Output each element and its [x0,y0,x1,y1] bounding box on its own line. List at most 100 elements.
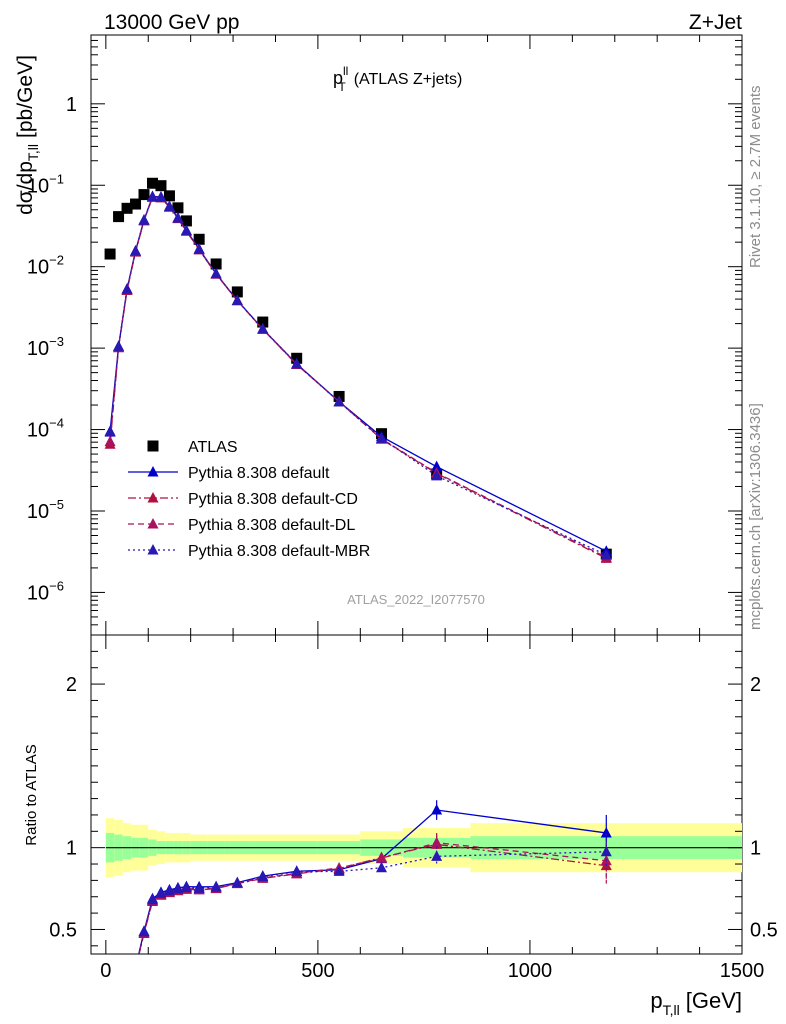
ratio-data-point [122,989,133,1000]
ratio-frame [90,634,743,955]
x-tick-label: 1000 [508,960,553,982]
legend: ATLAS Pythia 8.308 default Pythia 8.308 de… [128,439,370,560]
ratio-data-point [431,804,443,815]
data-point [257,322,269,334]
legend-item: ATLAS [147,439,238,456]
ratio-data-point [113,1001,124,1012]
legend-label: ATLAS [188,439,238,456]
ratio-ylabel: Ratio to ATLAS [23,744,40,845]
data-point [104,426,116,437]
data-point [146,177,158,189]
main-title: pll T (ATLAS Z+jets) [333,64,462,94]
legend-item: Pythia 8.308 default-MBR [128,543,370,560]
ratio-data-point [600,826,612,838]
data-point [163,200,175,212]
ratio-series-pythia-8-308-default-mbr [105,833,612,1015]
ratio-data-point [193,882,205,893]
series-line [109,196,607,559]
y-tick-label-exponent: −4 [49,416,64,431]
ratio-plot-area [105,800,612,1015]
data-point [104,435,116,447]
mcplots-label: mcplots.cern.ch [arXiv:1306.3436] [747,403,764,630]
data-point [113,211,125,223]
y-tick-label-exponent: −3 [49,334,64,349]
data-point [146,190,158,202]
ratio-data-point [376,861,388,873]
legend-label: Pythia 8.308 default-DL [188,517,355,534]
ratio-data-point [431,836,443,848]
ratio-data-point [122,989,133,1000]
ratio-data-point [431,850,443,861]
data-point [113,340,125,351]
ratio-series-line [138,851,607,954]
data-point [155,180,167,192]
ratio-data-point [163,884,175,896]
y-tick-label-base: 10 [27,175,49,197]
y-tick-label: 10−2 [27,253,64,279]
header-left: 13000 GeV pp [104,11,239,34]
x-tick-label: 1500 [720,960,765,982]
y-tick-label-base: 10 [27,582,49,604]
data-point [180,224,192,236]
ratio-data-point [291,865,303,877]
data-point [180,215,192,227]
ratio-data-point [105,1004,116,1015]
data-point [210,258,222,270]
y-tick-label-base: 1 [66,94,77,116]
ratio-y-tick-label-right: 2 [750,674,761,696]
x-axis-label: pT,ll [GeV] [650,988,742,1018]
ratio-data-point [180,881,192,893]
series-line [109,196,607,558]
series-pythia-8-308-default-dl [104,191,612,562]
y-tick-label: 10−5 [27,497,64,523]
title-sub: T [338,80,346,94]
data-point [193,243,205,254]
series-pythia-8-308-default-cd [104,191,612,563]
data-point [121,202,133,214]
y-tick-label-base: 10 [27,257,49,279]
ratio-data-point [231,877,243,888]
y-tick-label: 10−1 [27,171,64,197]
legend-item: Pythia 8.308 default-DL [128,517,355,534]
series-line [109,196,607,556]
data-point [172,212,184,223]
ratio-data-point [113,1001,124,1012]
ratio-y-tick-label: 2 [66,674,77,696]
data-point [130,198,142,210]
ratio-data-point [146,893,158,905]
main-panel: pll T (ATLAS Z+jets) 110−110−210−310−410−5… [14,34,743,636]
data-point [138,214,150,225]
legend-label: Pythia 8.308 default [188,465,330,482]
x-tick-label: 0 [100,960,111,982]
y-tick-label-base: 10 [27,420,49,442]
ratio-y-tick-label: 1 [66,838,77,860]
legend-marker [147,466,159,477]
data-point [376,432,388,443]
y-tick-label: 10−4 [27,416,64,442]
data-point [155,191,167,202]
y-tick-label: 1 [66,94,77,116]
legend-marker [147,518,159,529]
data-point [210,267,222,279]
data-point [231,286,243,298]
ratio-data-point [130,962,141,973]
data-point [163,190,175,202]
ratio-y-tick-label-right: 0.5 [750,919,778,941]
series-pythia-8-308-default-mbr [104,190,612,560]
main-plot-area [104,177,612,563]
ratio-data-point [122,989,133,1000]
data-point [431,469,443,481]
ratio-bands [105,818,742,878]
y-tick-label: 10−6 [27,578,64,604]
series-atlas [104,177,612,560]
main-axes: 110−110−210−310−410−510−6 [27,34,743,636]
legend-marker [147,544,159,555]
data-point [333,395,345,407]
y-tick-label-exponent: −6 [49,578,64,593]
y-tick-label-exponent: −5 [49,497,64,512]
data-point [172,202,184,214]
ratio-data-point [600,845,612,857]
ratio-y-tick-label: 0.5 [49,919,77,941]
header-right: Z+Jet [689,11,742,34]
